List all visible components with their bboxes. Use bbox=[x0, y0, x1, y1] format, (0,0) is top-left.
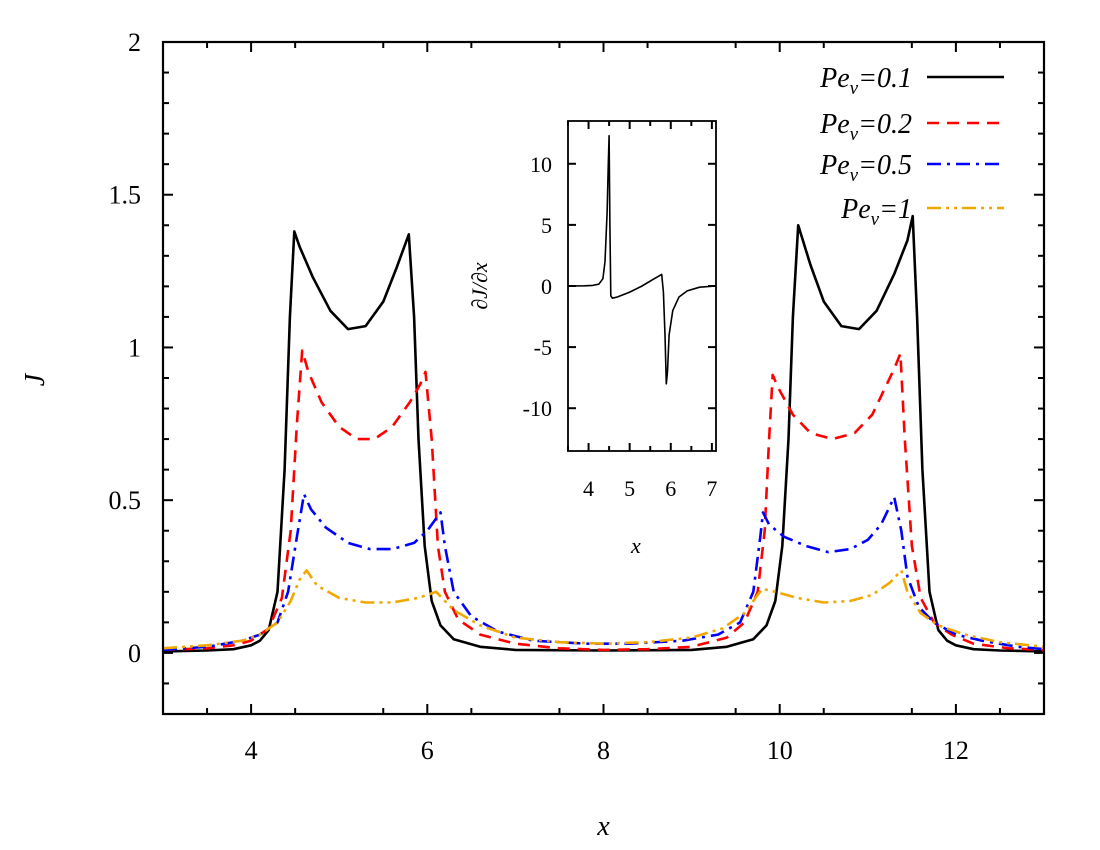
legend-label-sub: v bbox=[850, 78, 859, 99]
legend-label-value: =0.1 bbox=[858, 63, 912, 94]
x-tick-label: 6 bbox=[421, 736, 434, 765]
inset-y-tick-label: 5 bbox=[541, 213, 552, 238]
inset-y-axis-label: ∂J/∂x bbox=[467, 262, 492, 310]
x-tick-label: 10 bbox=[767, 736, 793, 765]
inset-x-tick-label: 6 bbox=[665, 476, 676, 501]
legend-label-sub: v bbox=[850, 165, 859, 186]
legend-label-main: Pe bbox=[819, 150, 850, 181]
y-tick-label: 2 bbox=[128, 28, 141, 57]
legend-label-main: Pe bbox=[819, 63, 850, 94]
x-tick-label: 12 bbox=[943, 736, 969, 765]
legend-label-value: =0.2 bbox=[858, 109, 912, 140]
series-line-2 bbox=[162, 492, 1045, 652]
x-tick-label: 8 bbox=[597, 736, 610, 765]
inset-y-tick-label: 0 bbox=[541, 274, 552, 299]
inset-series-line bbox=[567, 134, 717, 385]
x-axis-label: x bbox=[596, 811, 610, 842]
legend-label-1: Pev=0.2 bbox=[819, 109, 912, 145]
legend-label-main: Pe bbox=[840, 194, 871, 225]
series-line-1 bbox=[162, 349, 1045, 652]
inset-x-axis-label: x bbox=[630, 533, 641, 558]
legend-label-value: =0.5 bbox=[858, 150, 912, 181]
inset-y-tick-label: 10 bbox=[530, 152, 552, 177]
inset-plot: 4 5 6 7 -10 -5 0 5 10 x ∂J/∂x bbox=[467, 120, 717, 558]
inset-x-tick-label: 7 bbox=[706, 476, 717, 501]
legend-label-3: Pev=1 bbox=[840, 194, 912, 230]
series-line-3 bbox=[162, 569, 1045, 650]
inset-x-tick-label: 4 bbox=[583, 476, 594, 501]
inset-y-tick-label: -5 bbox=[534, 335, 552, 360]
x-tick-label: 4 bbox=[245, 736, 258, 765]
y-axis-label: J bbox=[20, 372, 51, 386]
y-tick-label: 1 bbox=[128, 333, 141, 362]
y-tick-label: 0.5 bbox=[109, 486, 142, 515]
inset-x-tick-label: 5 bbox=[624, 476, 635, 501]
legend-label-sub: v bbox=[850, 124, 859, 145]
legend-label-sub: v bbox=[871, 209, 880, 230]
legend-label-2: Pev=0.5 bbox=[819, 150, 912, 186]
main-plot: 4 6 8 10 12 0 0.5 1 1.5 2 x J bbox=[20, 28, 1046, 842]
y-tick-label: 0 bbox=[128, 639, 141, 668]
y-tick-label: 1.5 bbox=[109, 181, 142, 210]
legend-label-value: =1 bbox=[879, 194, 912, 225]
inset-y-tick-label: -10 bbox=[523, 396, 552, 421]
legend-label-0: Pev=0.1 bbox=[819, 63, 912, 99]
legend-label-main: Pe bbox=[819, 109, 850, 140]
